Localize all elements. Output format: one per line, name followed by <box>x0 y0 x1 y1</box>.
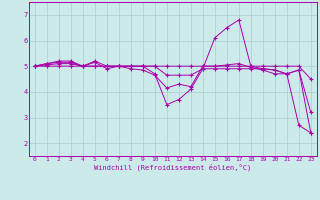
X-axis label: Windchill (Refroidissement éolien,°C): Windchill (Refroidissement éolien,°C) <box>94 163 252 171</box>
